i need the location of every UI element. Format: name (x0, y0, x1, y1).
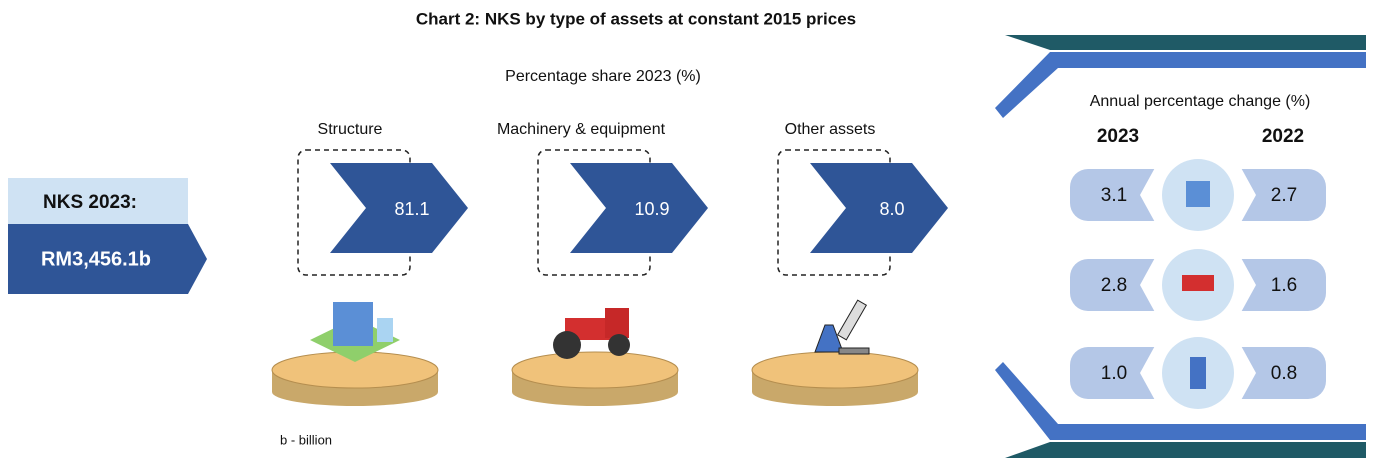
change-value: 1.6 (1271, 275, 1297, 296)
band (1005, 442, 1366, 458)
change-rows: 3.1 2.7 2.8 1.6 1.0 0.8 (1070, 155, 1326, 413)
chevron (570, 163, 708, 253)
icon (605, 308, 629, 338)
icon (333, 302, 373, 346)
share-value: 81.1 (394, 199, 429, 219)
share-name: Machinery & equipment (497, 121, 666, 138)
icon (1182, 275, 1214, 291)
year: 2023 (1097, 126, 1139, 147)
change-value: 1.0 (1101, 363, 1127, 384)
share-name: Other assets (785, 121, 876, 138)
icon (553, 331, 581, 359)
pedestal-top (511, 351, 679, 389)
chevron (330, 163, 468, 253)
change-value: 0.8 (1271, 363, 1297, 384)
total-value-box (8, 224, 207, 294)
icon (838, 347, 870, 355)
icon (377, 318, 393, 342)
icon (565, 318, 615, 340)
subtitle: Percentage share 2023 (%) (505, 68, 701, 85)
pedestal-top (751, 351, 919, 389)
share-name: Structure (318, 121, 383, 138)
total-label: NKS 2023: (43, 192, 137, 213)
icon (1186, 181, 1210, 207)
change-value: 3.1 (1101, 185, 1127, 206)
total-value: RM3,456.1b (41, 248, 151, 270)
icon (608, 334, 630, 356)
year: 2022 (1262, 126, 1304, 147)
change-value: 2.7 (1271, 185, 1297, 206)
total-label-box (8, 178, 188, 224)
band (995, 52, 1366, 118)
change-title: Annual percentage change (%) (1090, 93, 1311, 110)
band (995, 362, 1366, 440)
change-value: 2.8 (1101, 275, 1127, 296)
band (1005, 35, 1366, 50)
chevron (810, 163, 948, 253)
note: b - billion (280, 432, 332, 447)
share-value: 8.0 (879, 199, 904, 219)
shares: Structure 81.1 Machinery & equipment 10.9 Ot… (271, 121, 948, 406)
icon (836, 299, 868, 341)
share-value: 10.9 (634, 199, 669, 219)
icon (1190, 357, 1206, 389)
title: Chart 2: NKS by type of assets at consta… (416, 9, 856, 28)
